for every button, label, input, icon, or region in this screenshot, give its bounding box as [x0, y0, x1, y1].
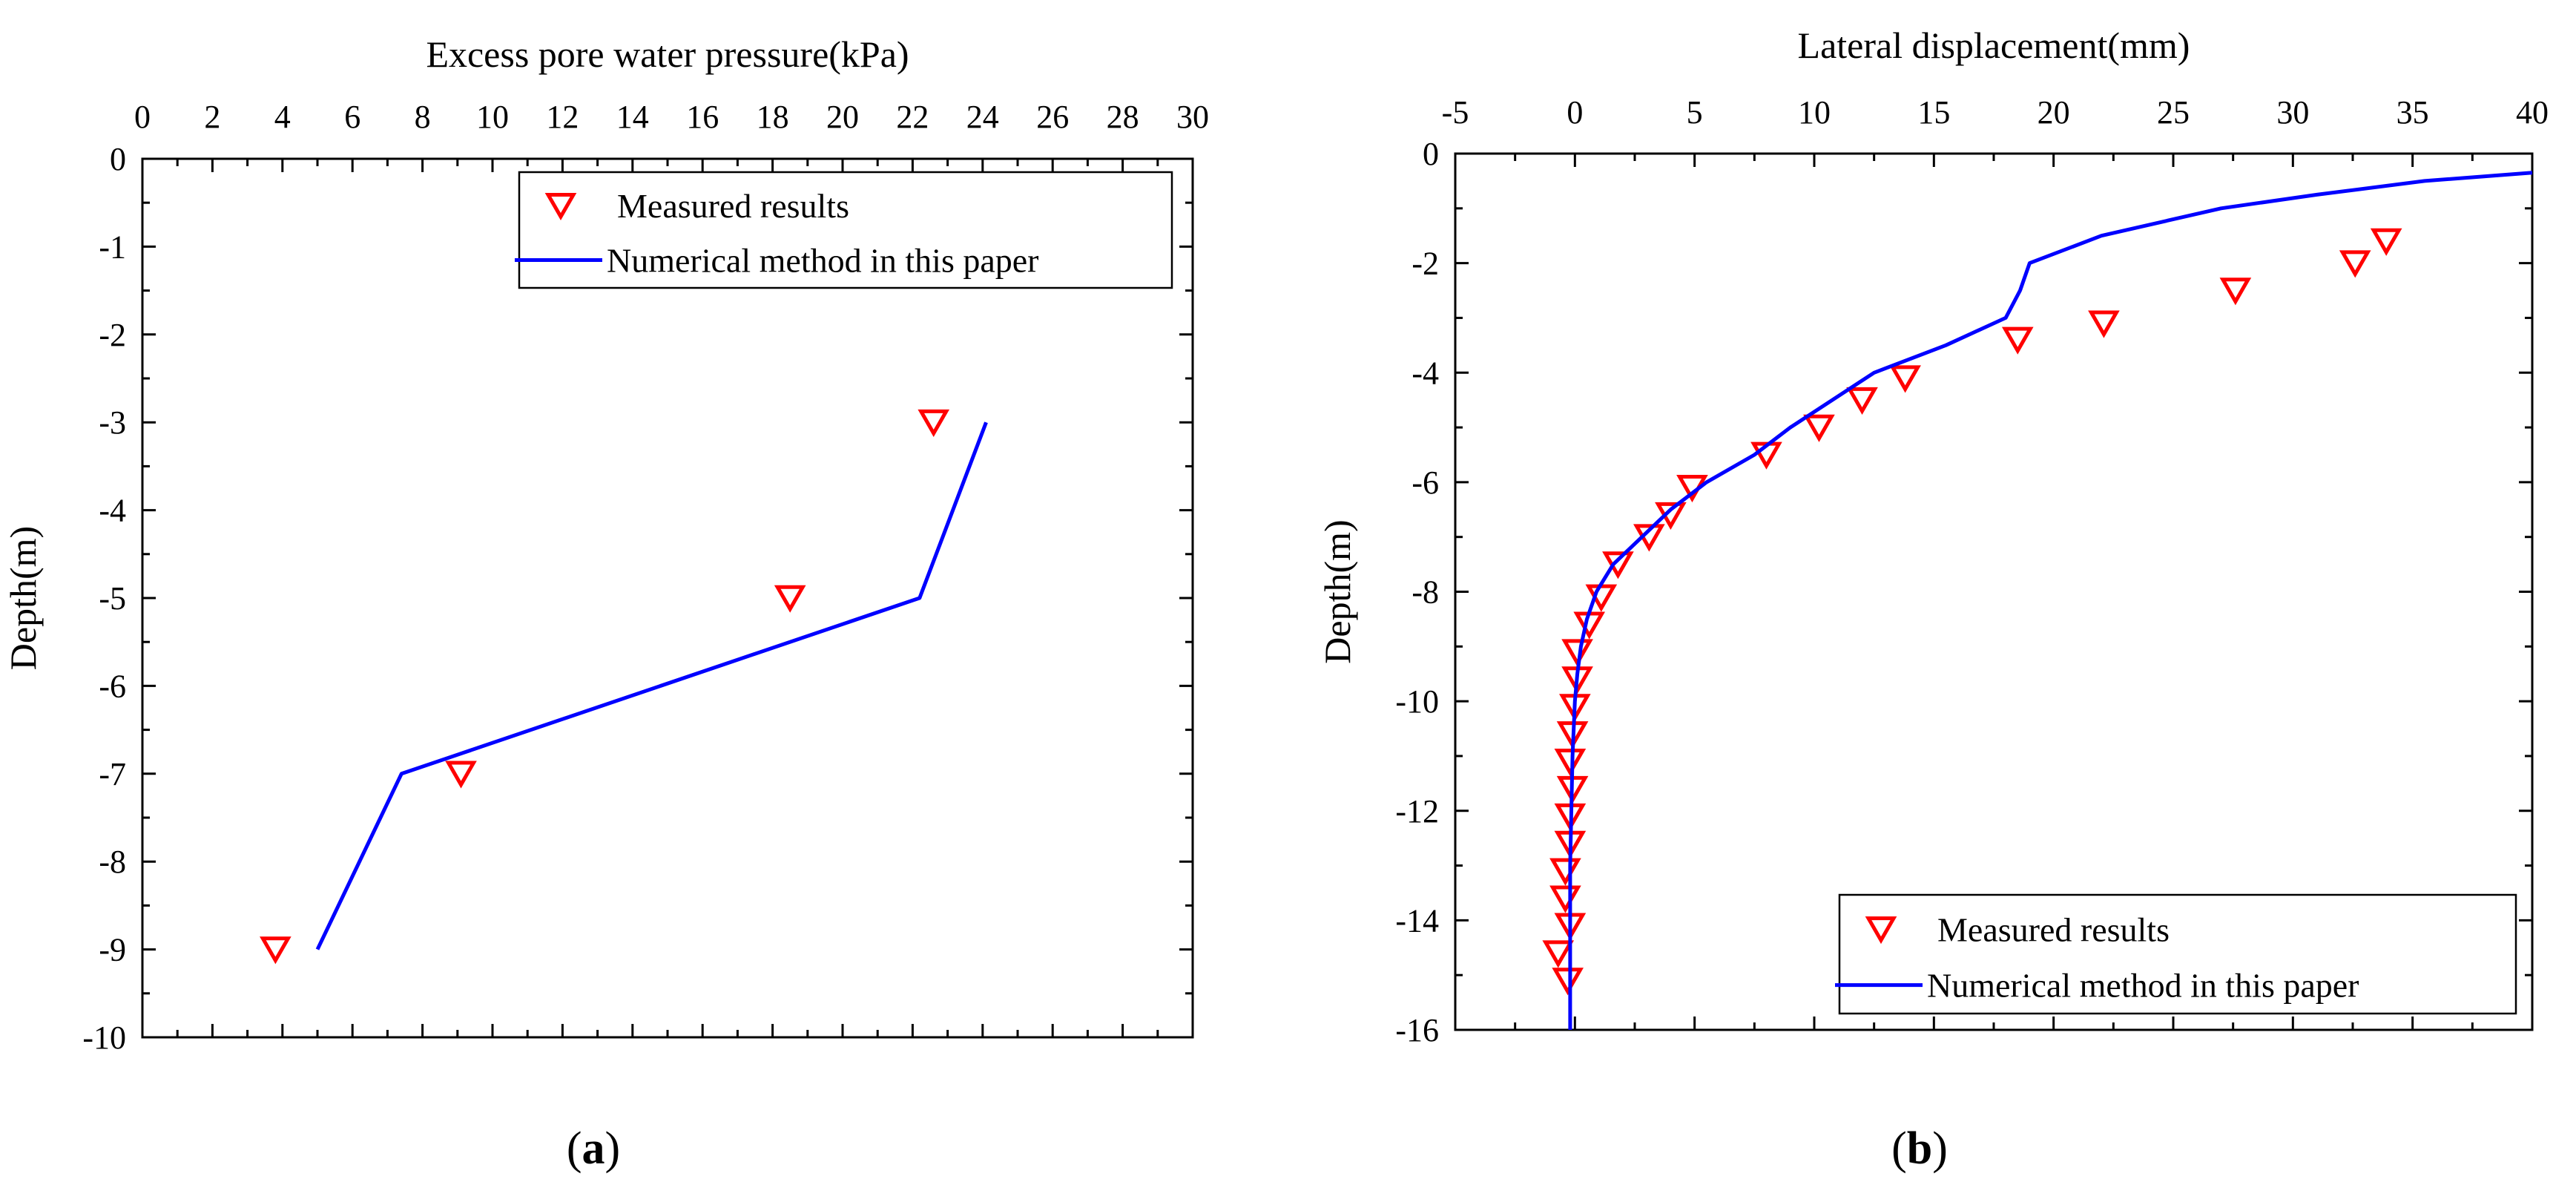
legend-marker-swatch: [544, 192, 577, 221]
data-point-measured: [2001, 326, 2034, 355]
y-tick-label: -4: [1411, 355, 1439, 391]
data-point-measured: [260, 936, 291, 965]
x-tick-label: 26: [1036, 99, 1069, 135]
data-point-measured: [1554, 749, 1587, 777]
data-point-measured: [1549, 858, 1581, 886]
y-tick-label: -1: [99, 229, 126, 265]
y-axis-title: Depth(m): [2, 526, 44, 670]
x-tick-label: 22: [896, 99, 929, 135]
x-tick-label: 14: [616, 99, 649, 135]
x-tick-label: 30: [1176, 99, 1209, 135]
x-tick-label: 0: [1567, 94, 1583, 131]
y-tick-label: -4: [99, 493, 126, 529]
y-axis-title: Depth(m): [1317, 519, 1358, 663]
x-tick-label: 35: [2397, 94, 2429, 131]
panel-label: (a): [567, 1123, 620, 1174]
y-tick-label: -10: [82, 1019, 126, 1056]
x-tick-label: 2: [204, 99, 220, 135]
x-tick-label: 8: [415, 99, 431, 135]
data-point-measured: [918, 409, 950, 438]
data-point-measured: [1552, 968, 1584, 996]
series-line-numerical: [1568, 171, 2533, 1030]
x-tick-label: 10: [476, 99, 509, 135]
x-tick-label: 0: [134, 99, 151, 135]
panel-label: (b): [1891, 1123, 1948, 1174]
y-tick-label: 0: [1423, 136, 1439, 172]
series-line-numerical: [315, 421, 988, 950]
plot-frame: [141, 157, 1194, 1039]
x-tick-label: 24: [966, 99, 999, 135]
x-tick-label: 5: [1687, 94, 1703, 131]
legend-box: [1838, 893, 2517, 1015]
data-point-measured: [2088, 310, 2120, 338]
x-tick-label: 12: [546, 99, 579, 135]
x-tick-label: 15: [1917, 94, 1950, 131]
data-point-measured: [2370, 228, 2402, 256]
legend-entry-label: Numerical method in this paper: [1927, 967, 2359, 1005]
y-tick-label: 0: [110, 141, 126, 177]
y-tick-label: -2: [99, 317, 126, 353]
data-point-measured: [1889, 365, 1921, 393]
data-point-measured: [1846, 387, 1878, 415]
legend: Measured results Numerical method in this…: [1835, 893, 2517, 1015]
legend: Measured results Numerical method in this…: [515, 171, 1173, 289]
x-tick-label: 28: [1107, 99, 1139, 135]
data-point-measured: [1549, 885, 1581, 913]
x-tick-label: 40: [2516, 94, 2549, 131]
data-point-measured: [2219, 277, 2252, 306]
legend-entry-label: Measured results: [617, 187, 849, 225]
x-tick-label: -5: [1442, 94, 1469, 131]
x-tick-label: 25: [2157, 94, 2190, 131]
data-point-measured: [774, 585, 806, 613]
legend-entry-label: Measured results: [1937, 910, 2170, 948]
x-tick-label: 20: [2038, 94, 2070, 131]
y-tick-label: -8: [1411, 574, 1439, 611]
data-point-measured: [2339, 250, 2371, 278]
chart-panel-b: -5 0 5 10 15 20 25 30 35 400-2-4-6-8-10-12-14-16L…: [1317, 24, 2549, 1174]
x-tick-label: 20: [826, 99, 859, 135]
legend-box: [518, 171, 1173, 289]
x-axis-title: Lateral displacement(mm): [1798, 24, 2190, 66]
y-tick-label: -14: [1395, 902, 1439, 939]
y-tick-label: -6: [99, 668, 126, 704]
x-tick-label: 6: [344, 99, 360, 135]
y-tick-label: -12: [1395, 793, 1439, 830]
x-axis-title: Excess pore water pressure(kPa): [426, 33, 909, 75]
y-tick-label: -10: [1395, 683, 1439, 720]
x-tick-label: 4: [274, 99, 291, 135]
legend-entry-label: Numerical method in this paper: [607, 242, 1039, 280]
legend-marker-swatch: [1865, 916, 1897, 945]
x-tick-label: 10: [1798, 94, 1831, 131]
x-tick-label: 16: [686, 99, 719, 135]
y-tick-label: -9: [99, 932, 126, 968]
data-point-measured: [1542, 940, 1575, 968]
y-tick-label: -3: [99, 404, 126, 441]
y-tick-label: -2: [1411, 246, 1439, 282]
x-tick-label: 18: [757, 99, 789, 135]
chart-panel-a: 0 2 4 6 8 10 12 14 16 18 20 22 24 26 28 300-1-2-3-4-5-6…: [2, 33, 1209, 1174]
y-tick-label: -6: [1411, 464, 1439, 501]
data-point-measured: [445, 761, 477, 789]
data-point-measured: [1561, 639, 1593, 667]
y-tick-label: -16: [1395, 1012, 1439, 1048]
x-tick-label: 30: [2276, 94, 2309, 131]
data-point-measured: [1803, 414, 1835, 442]
y-tick-label: -7: [99, 756, 126, 792]
y-tick-label: -8: [99, 844, 126, 880]
y-tick-label: -5: [99, 580, 126, 617]
